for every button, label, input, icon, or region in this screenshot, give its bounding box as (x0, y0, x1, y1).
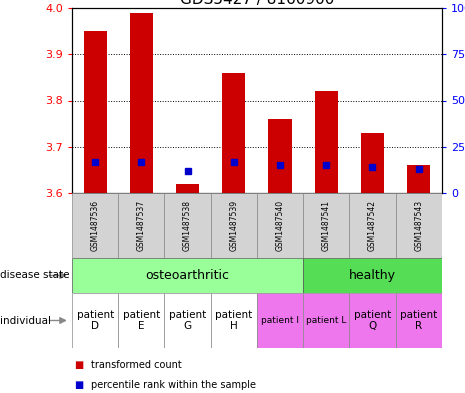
Bar (349, 293, 396, 348)
Bar (257, 293, 303, 348)
Text: individual: individual (0, 316, 51, 325)
Text: patient
Q: patient Q (354, 310, 391, 331)
Bar (396, 293, 442, 348)
Text: healthy: healthy (349, 269, 396, 282)
Bar (361, 133, 384, 193)
Text: patient
G: patient G (169, 310, 206, 331)
Bar (303, 258, 442, 293)
Text: GSM1487542: GSM1487542 (368, 200, 377, 251)
Text: osteoarthritic: osteoarthritic (146, 269, 230, 282)
Bar (349, 193, 396, 258)
Bar (257, 193, 303, 258)
Bar (211, 293, 257, 348)
Text: GSM1487541: GSM1487541 (322, 200, 331, 251)
Bar (303, 193, 349, 258)
Bar (130, 13, 153, 193)
Bar (72, 293, 118, 348)
Bar (118, 193, 165, 258)
Title: GDS5427 / 8160900: GDS5427 / 8160900 (180, 0, 334, 7)
Bar (176, 184, 199, 193)
Text: disease state: disease state (0, 270, 69, 281)
Bar (303, 293, 349, 348)
Bar (211, 193, 257, 258)
Bar (165, 193, 211, 258)
Bar (72, 258, 303, 293)
Text: GSM1487538: GSM1487538 (183, 200, 192, 251)
Text: patient
E: patient E (123, 310, 160, 331)
Text: GSM1487540: GSM1487540 (276, 200, 285, 251)
Bar (84, 31, 107, 193)
Text: percentile rank within the sample: percentile rank within the sample (91, 380, 256, 390)
Text: transformed count: transformed count (91, 360, 181, 371)
Text: patient
R: patient R (400, 310, 437, 331)
Text: GSM1487536: GSM1487536 (91, 200, 100, 251)
Text: ■: ■ (74, 380, 84, 390)
Bar (268, 119, 292, 193)
Bar (407, 165, 430, 193)
Bar (222, 73, 246, 193)
Text: patient
D: patient D (77, 310, 114, 331)
Text: patient I: patient I (261, 316, 299, 325)
Bar (315, 91, 338, 193)
Text: ■: ■ (74, 360, 84, 371)
Text: GSM1487537: GSM1487537 (137, 200, 146, 251)
Text: GSM1487539: GSM1487539 (229, 200, 238, 251)
Bar (72, 193, 118, 258)
Text: patient L: patient L (306, 316, 346, 325)
Bar (396, 193, 442, 258)
Bar (165, 293, 211, 348)
Bar (118, 293, 165, 348)
Text: patient
H: patient H (215, 310, 252, 331)
Text: GSM1487543: GSM1487543 (414, 200, 423, 251)
